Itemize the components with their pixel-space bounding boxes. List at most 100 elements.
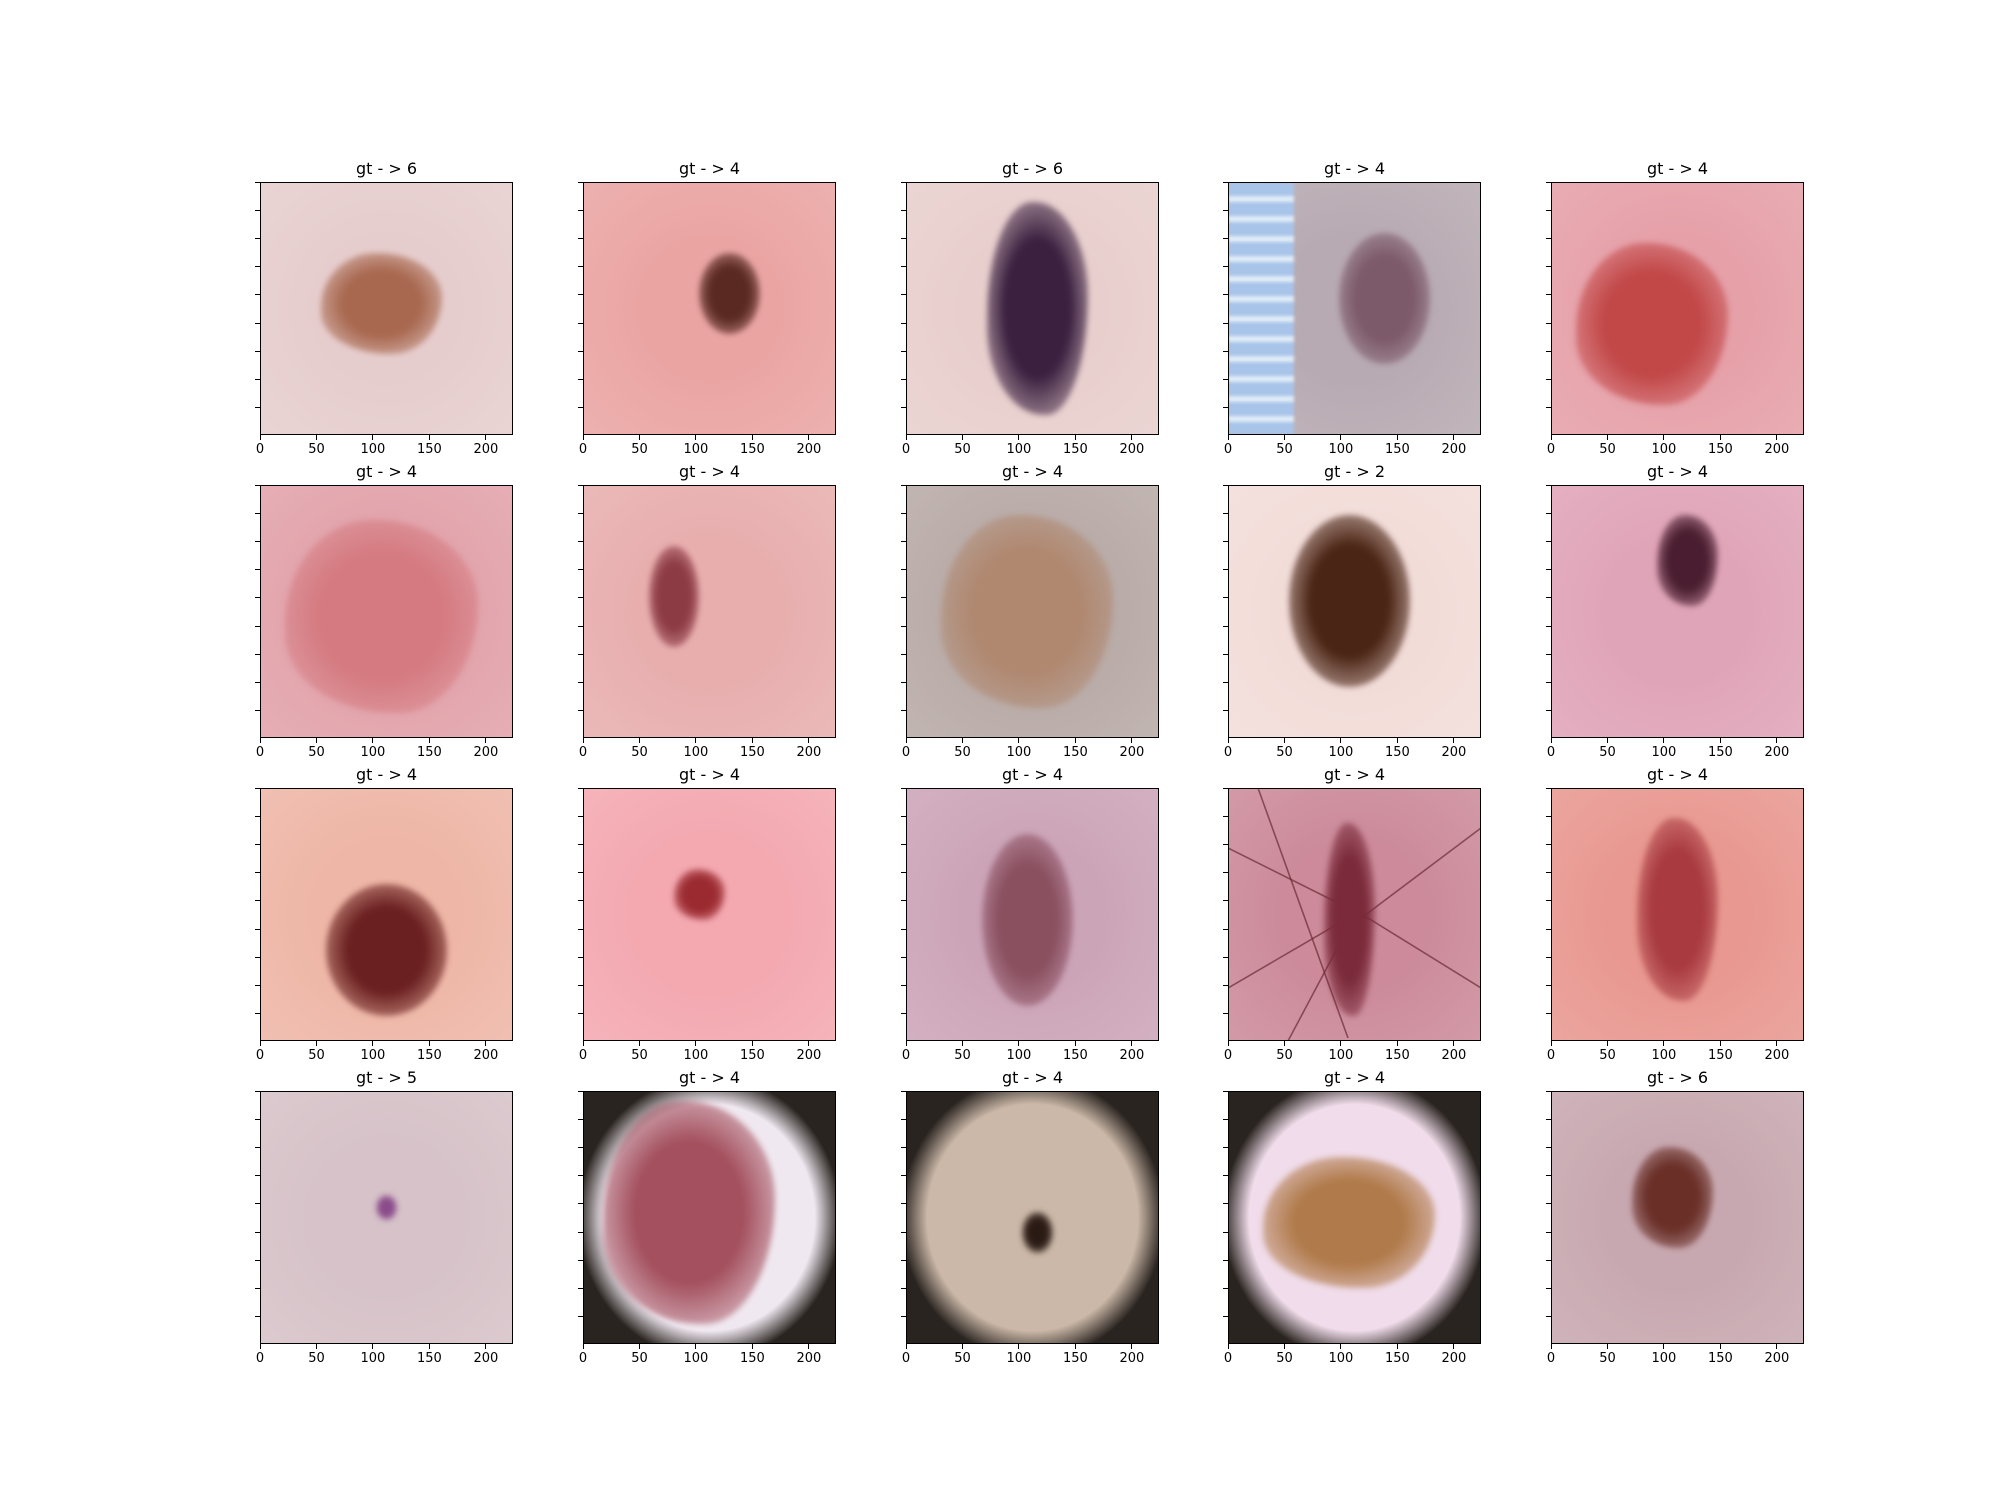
lesion-spot — [320, 252, 443, 355]
x-tick-mark — [315, 738, 317, 743]
y-tick-mark — [901, 379, 906, 381]
x-tick-mark — [1396, 435, 1398, 440]
x-tick-mark — [695, 435, 697, 440]
y-tick-mark — [1546, 1288, 1551, 1290]
y-tick-mark — [578, 540, 583, 542]
panel-title: gt - > 4 — [1323, 159, 1386, 178]
y-tick-mark — [1223, 484, 1228, 486]
x-tick-mark — [1283, 435, 1285, 440]
lesion-image — [260, 182, 513, 435]
x-tick-label: 50 — [308, 442, 325, 457]
y-tick-mark — [1546, 209, 1551, 211]
y-tick-mark — [1546, 1203, 1551, 1205]
y-tick-mark — [1546, 294, 1551, 296]
y-tick-mark — [901, 1288, 906, 1290]
x-tick-mark — [695, 1344, 697, 1349]
y-tick-mark — [1223, 237, 1228, 239]
x-tick-label: 150 — [1384, 1351, 1410, 1366]
x-tick-label: 100 — [1651, 1048, 1677, 1063]
x-tick-mark — [582, 435, 584, 440]
y-tick-mark — [255, 710, 260, 712]
lesion-image — [1551, 1091, 1804, 1344]
x-tick-label: 150 — [1707, 745, 1733, 760]
panel-title: gt - > 4 — [678, 462, 741, 481]
y-tick-mark — [1546, 407, 1551, 409]
y-tick-mark — [1223, 1203, 1228, 1205]
lesion-spot — [986, 202, 1089, 415]
x-tick-label: 200 — [1441, 1351, 1467, 1366]
y-tick-mark — [255, 1316, 260, 1318]
x-tick-mark — [1776, 1041, 1778, 1046]
x-tick-mark — [1283, 1344, 1285, 1349]
x-tick-label: 100 — [683, 745, 709, 760]
y-tick-mark — [1223, 209, 1228, 211]
y-tick-mark — [1223, 815, 1228, 817]
lesion-spot — [1657, 515, 1718, 607]
x-tick-mark — [1663, 738, 1665, 743]
x-tick-mark — [1550, 435, 1552, 440]
x-tick-mark — [751, 1041, 753, 1046]
panel-title: gt - > 2 — [1323, 462, 1386, 481]
x-tick-label: 200 — [473, 1351, 499, 1366]
x-tick-label: 200 — [1119, 1351, 1145, 1366]
y-tick-mark — [255, 540, 260, 542]
x-tick-label: 200 — [473, 442, 499, 457]
y-tick-mark — [1546, 1316, 1551, 1318]
y-tick-mark — [1223, 350, 1228, 352]
y-tick-mark — [255, 872, 260, 874]
lesion-image — [583, 485, 836, 738]
y-tick-mark — [578, 900, 583, 902]
y-tick-mark — [255, 294, 260, 296]
y-tick-mark — [578, 597, 583, 599]
x-tick-label: 200 — [473, 1048, 499, 1063]
x-tick-label: 200 — [1764, 1048, 1790, 1063]
x-tick-label: 150 — [1062, 1351, 1088, 1366]
lesion-image — [1551, 485, 1804, 738]
lesion-spot — [648, 545, 700, 647]
y-tick-mark — [1223, 266, 1228, 268]
panel-title: gt - > 4 — [355, 462, 418, 481]
x-tick-mark — [1396, 1344, 1398, 1349]
panel-title: gt - > 4 — [1001, 765, 1064, 784]
y-tick-mark — [1223, 710, 1228, 712]
y-tick-mark — [901, 1013, 906, 1015]
x-tick-mark — [1719, 1344, 1721, 1349]
x-tick-label: 0 — [901, 1351, 911, 1366]
y-tick-mark — [578, 484, 583, 486]
y-tick-mark — [901, 1231, 906, 1233]
x-tick-label: 200 — [1119, 442, 1145, 457]
x-tick-label: 150 — [739, 1048, 765, 1063]
y-tick-mark — [578, 1090, 583, 1092]
x-tick-mark — [1131, 1041, 1133, 1046]
x-tick-label: 200 — [1441, 1048, 1467, 1063]
y-tick-mark — [901, 710, 906, 712]
x-tick-mark — [1776, 738, 1778, 743]
x-tick-mark — [428, 738, 430, 743]
panel-title: gt - > 4 — [1323, 1068, 1386, 1087]
x-tick-label: 100 — [360, 1351, 386, 1366]
y-tick-mark — [255, 956, 260, 958]
lesion-spot — [1339, 232, 1431, 365]
y-tick-mark — [255, 815, 260, 817]
y-tick-mark — [255, 512, 260, 514]
lesion-image — [1228, 788, 1481, 1041]
x-tick-mark — [961, 435, 963, 440]
x-tick-mark — [428, 1041, 430, 1046]
y-tick-mark — [1546, 540, 1551, 542]
x-tick-mark — [1776, 1344, 1778, 1349]
x-tick-mark — [695, 738, 697, 743]
x-tick-mark — [1074, 738, 1076, 743]
lesion-spot — [603, 1101, 776, 1324]
y-tick-mark — [1223, 956, 1228, 958]
x-tick-mark — [1340, 1041, 1342, 1046]
y-tick-mark — [578, 569, 583, 571]
x-tick-label: 100 — [1651, 1351, 1677, 1366]
x-tick-label: 0 — [1223, 745, 1233, 760]
y-tick-mark — [578, 209, 583, 211]
y-tick-mark — [901, 237, 906, 239]
x-tick-label: 50 — [1599, 1351, 1616, 1366]
y-tick-mark — [578, 407, 583, 409]
x-tick-label: 0 — [255, 442, 265, 457]
y-tick-mark — [901, 872, 906, 874]
y-tick-mark — [1223, 379, 1228, 381]
